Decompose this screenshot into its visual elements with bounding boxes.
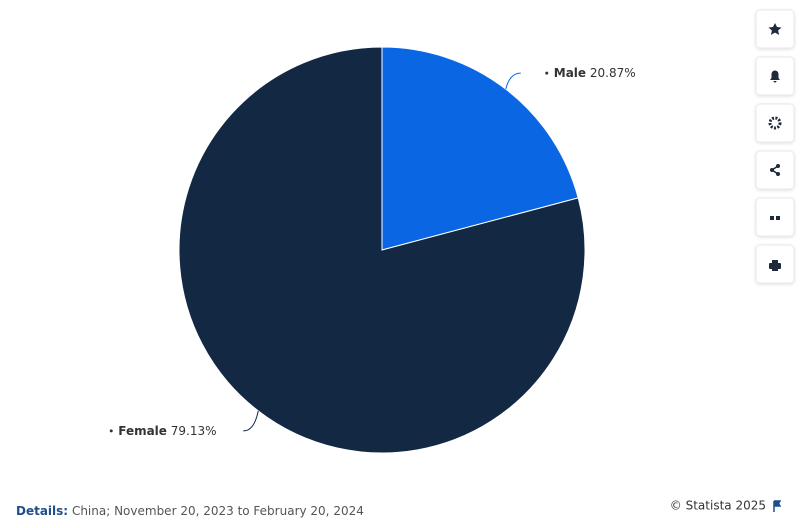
value-label: 20.87% bbox=[590, 66, 636, 80]
flag-icon[interactable] bbox=[773, 500, 782, 512]
details-label: Details: bbox=[16, 504, 68, 518]
data-label: Female 79.13% bbox=[118, 423, 216, 437]
pie-slice bbox=[178, 46, 586, 454]
settings-button[interactable] bbox=[755, 103, 795, 143]
category-label: Female bbox=[118, 423, 167, 437]
pie-slice bbox=[381, 46, 579, 251]
sidebar bbox=[755, 9, 795, 284]
details-text: China; November 20, 2023 to February 20,… bbox=[72, 504, 364, 518]
label-bullet bbox=[545, 71, 549, 75]
cite-button[interactable] bbox=[755, 197, 795, 237]
value-label: 79.13% bbox=[171, 423, 217, 437]
source: © Statista 2025 bbox=[670, 499, 766, 513]
gear-icon bbox=[768, 116, 782, 130]
share-button[interactable] bbox=[755, 150, 795, 190]
connector bbox=[505, 72, 521, 90]
label-bullet bbox=[109, 429, 113, 433]
quote-icon bbox=[770, 216, 780, 220]
connector bbox=[243, 410, 259, 432]
star-icon bbox=[768, 23, 782, 35]
category-label: Male bbox=[554, 66, 586, 80]
print-icon bbox=[769, 260, 781, 271]
data-label: Male 20.87% bbox=[554, 66, 636, 80]
footer-details: Details: China; November 20, 2023 to Feb… bbox=[16, 504, 364, 518]
bell-icon bbox=[770, 70, 780, 83]
share-icon bbox=[770, 164, 780, 176]
